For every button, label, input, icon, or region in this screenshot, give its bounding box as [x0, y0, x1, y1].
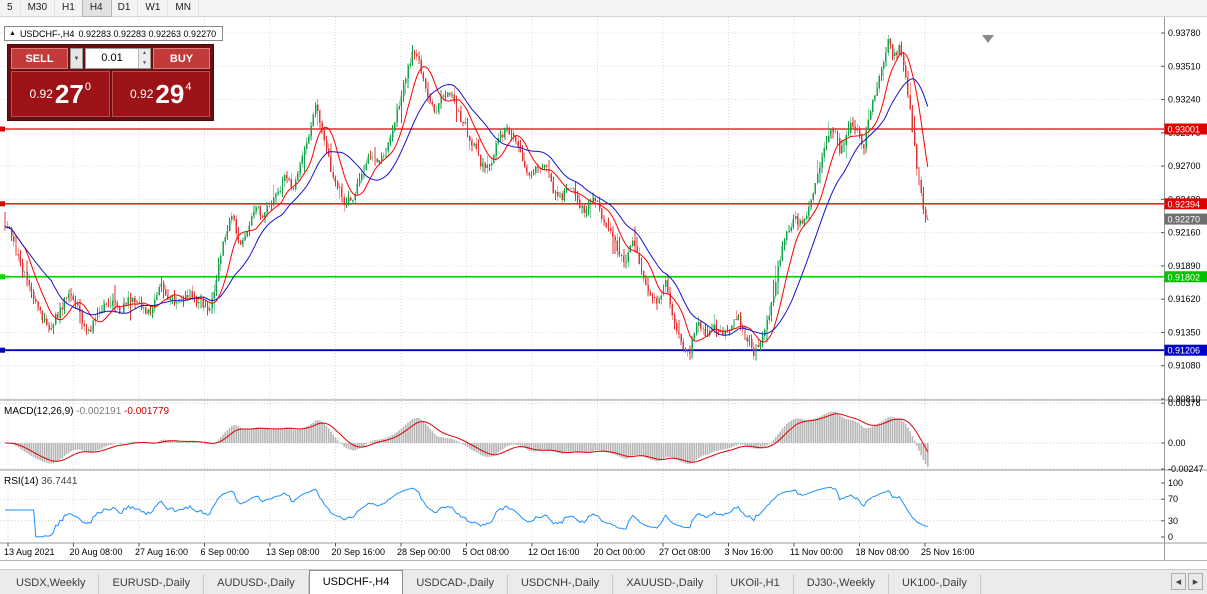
svg-text:20 Sep 16:00: 20 Sep 16:00: [332, 547, 386, 557]
spinner-down-icon[interactable]: ▼: [139, 58, 150, 68]
svg-text:6 Sep 00:00: 6 Sep 00:00: [201, 547, 250, 557]
sell-price-main: 0.92: [29, 87, 53, 101]
lot-size-field[interactable]: 0.01 ▲ ▼: [85, 48, 151, 69]
svg-text:0: 0: [1168, 532, 1173, 542]
svg-text:70: 70: [1168, 494, 1178, 504]
timeframe-button-h1[interactable]: H1: [55, 0, 83, 16]
svg-text:27 Oct 08:00: 27 Oct 08:00: [659, 547, 711, 557]
svg-text:13 Sep 08:00: 13 Sep 08:00: [266, 547, 320, 557]
timeframe-button-h4[interactable]: H4: [81, 0, 112, 17]
svg-text:100: 100: [1168, 478, 1183, 488]
svg-text:0.92394: 0.92394: [1168, 199, 1201, 209]
chart-tab-audusd-daily[interactable]: AUDUSD-,Daily: [204, 574, 309, 594]
svg-text:0.90810: 0.90810: [1168, 394, 1201, 404]
svg-text:25 Nov 16:00: 25 Nov 16:00: [921, 547, 975, 557]
horizontal-level-lines: [0, 126, 1165, 353]
sell-price-frac: 0: [84, 81, 91, 93]
chart-tab-usdx-weekly[interactable]: USDX,Weekly: [3, 574, 100, 594]
chart-tab-ukoil-h1[interactable]: UKOil-,H1: [717, 574, 794, 594]
svg-text:27 Aug 16:00: 27 Aug 16:00: [135, 547, 188, 557]
svg-text:3 Nov 16:00: 3 Nov 16:00: [725, 547, 774, 557]
buy-price-display[interactable]: 0.92 29 4: [111, 71, 210, 117]
lot-spinner[interactable]: ▲ ▼: [138, 49, 150, 68]
svg-text:RSI(14) 36.7441: RSI(14) 36.7441: [4, 476, 78, 487]
timeframe-button-d1[interactable]: D1: [111, 0, 139, 16]
svg-text:11 Nov 00:00: 11 Nov 00:00: [790, 547, 843, 557]
svg-text:0.91620: 0.91620: [1168, 294, 1201, 304]
rsi-pane: RSI(14) 36.7441: [0, 476, 1165, 538]
svg-text:0.91890: 0.91890: [1168, 261, 1201, 271]
trade-controls-row: SELL ▼ 0.01 ▲ ▼ BUY: [11, 48, 210, 69]
timeframe-button-w1[interactable]: W1: [138, 0, 169, 16]
svg-text:0.92270: 0.92270: [1168, 215, 1201, 225]
svg-text:0.00: 0.00: [1168, 438, 1186, 448]
timeframe-button-5[interactable]: 5: [0, 0, 21, 16]
chart-tab-eurusd-daily[interactable]: EURUSD-,Daily: [99, 574, 205, 594]
tabs-scroll-left-button[interactable]: ◀: [1171, 573, 1186, 590]
svg-text:0.92160: 0.92160: [1168, 228, 1201, 238]
time-axis: 13 Aug 2021 20 Aug 08:00 27 Aug 16:00 6 Sep…: [4, 543, 975, 557]
svg-text:18 Nov 08:00: 18 Nov 08:00: [856, 547, 910, 557]
tab-scroll-controls: ◀ ▶: [1171, 573, 1203, 590]
sell-price-display[interactable]: 0.92 27 0: [11, 71, 110, 117]
chart-tabs: USDX,Weekly EURUSD-,Daily AUDUSD-,Daily USD…: [0, 569, 1207, 594]
svg-text:MACD(12,26,9) -0.002191 -0.001: MACD(12,26,9) -0.002191 -0.001779: [4, 406, 170, 417]
svg-text:0.91080: 0.91080: [1168, 361, 1201, 371]
chart-tab-uk100-daily[interactable]: UK100-,Daily: [889, 574, 981, 594]
chart-tab-dj30-weekly[interactable]: DJ30-,Weekly: [794, 574, 890, 594]
trade-prices-row: 0.92 27 0 0.92 29 4: [11, 71, 210, 117]
svg-text:0.91206: 0.91206: [1168, 346, 1201, 356]
moving-averages: [4, 35, 994, 343]
svg-text:0.91350: 0.91350: [1168, 327, 1201, 337]
svg-text:0.93510: 0.93510: [1168, 61, 1201, 71]
svg-text:0.93240: 0.93240: [1168, 95, 1201, 105]
buy-price-frac: 4: [185, 81, 192, 93]
chart-window-icon: ▲: [9, 30, 16, 37]
chart-tab-bar: USDX,Weekly EURUSD-,Daily AUDUSD-,Daily USD…: [0, 560, 1207, 594]
svg-text:30: 30: [1168, 516, 1178, 526]
svg-text:20 Oct 00:00: 20 Oct 00:00: [594, 547, 646, 557]
chart-symbol-label: USDCHF-,H4: [19, 28, 75, 39]
svg-text:5 Oct 08:00: 5 Oct 08:00: [463, 547, 510, 557]
svg-text:-0.00247: -0.00247: [1168, 464, 1204, 474]
svg-text:13 Aug 2021: 13 Aug 2021: [4, 547, 55, 557]
svg-text:0.93780: 0.93780: [1168, 28, 1201, 38]
spinner-up-icon[interactable]: ▲: [139, 49, 150, 59]
one-click-trading-panel: SELL ▼ 0.01 ▲ ▼ BUY 0.92 27 0 0.92 29 4: [7, 44, 214, 121]
svg-text:20 Aug 08:00: 20 Aug 08:00: [70, 547, 123, 557]
chart-tab-usdchf-h4[interactable]: USDCHF-,H4: [308, 570, 404, 594]
svg-text:28 Sep 00:00: 28 Sep 00:00: [397, 547, 451, 557]
timeframe-toolbar: 5 M30 H1 H4 D1 W1 MN: [0, 0, 1207, 17]
lot-size-value: 0.01: [101, 52, 123, 64]
chart-area: MACD(12,26,9) -0.002191 -0.001779 RSI(14)…: [0, 17, 1207, 560]
chart-tab-usdcad-daily[interactable]: USDCAD-,Daily: [403, 574, 508, 594]
sell-button[interactable]: SELL: [11, 48, 68, 69]
pane-separators: [0, 17, 1207, 560]
chart-tab-usdcnh-daily[interactable]: USDCNH-,Daily: [508, 574, 614, 594]
svg-text:0.92700: 0.92700: [1168, 161, 1201, 171]
timeframe-button-m30[interactable]: M30: [21, 0, 56, 16]
buy-button[interactable]: BUY: [153, 48, 210, 69]
timeframe-button-mn[interactable]: MN: [168, 0, 199, 16]
chart-window-title: ▲ USDCHF-,H4 0.92283 0.92283 0.92263 0.9…: [4, 26, 224, 41]
chart-ohlc-values: 0.92283 0.92283 0.92263 0.92270: [78, 28, 217, 39]
lot-dropdown-button[interactable]: ▼: [70, 48, 83, 69]
svg-text:0.93001: 0.93001: [1168, 124, 1201, 134]
price-axis-markers: 0.93001 0.92394 0.92270 0.91802 0.91206: [1164, 123, 1207, 356]
chart-tab-xauusd-daily[interactable]: XAUUSD-,Daily: [613, 574, 718, 594]
svg-text:12 Oct 16:00: 12 Oct 16:00: [528, 547, 580, 557]
tabs-scroll-right-button[interactable]: ▶: [1188, 573, 1203, 590]
buy-price-main: 0.92: [130, 87, 154, 101]
macd-pane: MACD(12,26,9) -0.002191 -0.001779: [0, 402, 1165, 470]
svg-text:0.91802: 0.91802: [1168, 272, 1201, 282]
buy-price-pips: 29: [155, 79, 185, 109]
sell-price-pips: 27: [54, 79, 84, 109]
svg-text:0.00378: 0.00378: [1168, 398, 1201, 408]
